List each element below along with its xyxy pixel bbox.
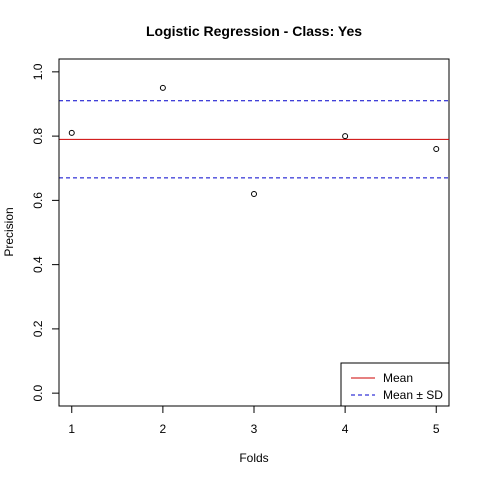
y-tick-label: 0.6 <box>31 192 45 209</box>
legend-entry-mean-sd: Mean ± SD <box>383 388 443 402</box>
x-tick-label: 4 <box>342 422 349 436</box>
data-point <box>251 190 257 197</box>
y-tick-label: 0.8 <box>31 127 45 144</box>
y-tick-label: 1.0 <box>31 63 45 80</box>
y-tick-label: 0.0 <box>31 384 45 401</box>
x-tick-label: 5 <box>433 422 440 436</box>
data-point <box>433 145 440 152</box>
x-axis-label: Folds <box>239 451 268 465</box>
y-axis-label: Precision <box>2 207 16 256</box>
legend-entry-mean: Mean <box>383 371 413 385</box>
y-tick-label: 0.4 <box>31 256 45 273</box>
data-point <box>68 129 75 136</box>
plot-frame <box>58 58 450 407</box>
chart-title: Logistic Regression - Class: Yes <box>146 23 362 39</box>
x-tick-label: 1 <box>68 422 75 436</box>
data-point <box>342 133 349 140</box>
x-tick-label: 3 <box>251 422 258 436</box>
legend: Mean Mean ± SD <box>340 362 450 407</box>
y-tick-label: 0.2 <box>31 320 45 337</box>
x-tick-label: 2 <box>160 422 167 436</box>
legend-box <box>340 362 450 407</box>
data-point <box>159 84 166 91</box>
